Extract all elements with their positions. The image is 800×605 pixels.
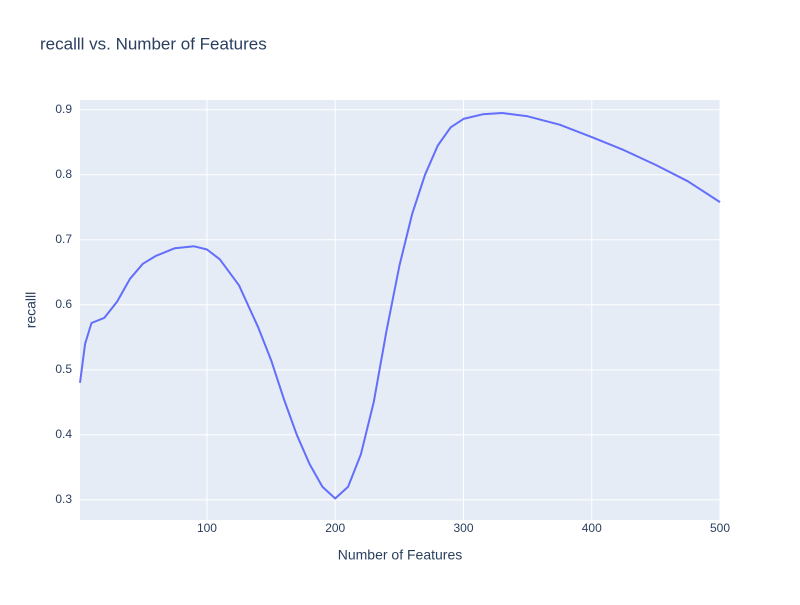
y-tick-label: 0.3 [55, 492, 72, 506]
y-tick-label: 0.9 [55, 102, 72, 116]
y-tick-label: 0.5 [55, 362, 72, 376]
y-tick-label: 0.6 [55, 297, 72, 311]
y-tick-label: 0.7 [55, 232, 72, 246]
x-tick-label: 400 [582, 521, 602, 535]
y-axis-label: recalll [23, 292, 39, 329]
x-tick-label: 300 [453, 521, 473, 535]
x-tick-label: 500 [710, 521, 730, 535]
plot-area [80, 100, 720, 520]
x-axis-label: Number of Features [338, 547, 463, 563]
y-tick-label: 0.4 [55, 427, 72, 441]
x-tick-label: 100 [197, 521, 217, 535]
y-tick-label: 0.8 [55, 167, 72, 181]
line [79, 112, 721, 500]
chart-title: recalll vs. Number of Features [40, 34, 267, 53]
x-tick-label: 200 [325, 521, 345, 535]
